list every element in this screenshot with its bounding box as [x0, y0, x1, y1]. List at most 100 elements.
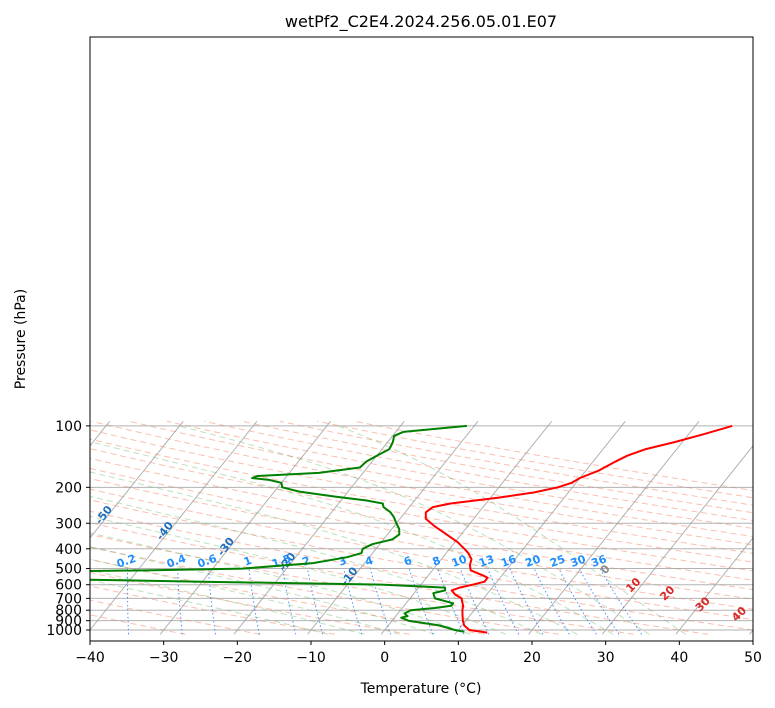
mixing-ratio-line	[126, 568, 130, 635]
temperature-profile-line	[424, 424, 733, 634]
dry-adiabat	[90, 478, 753, 600]
isotherm	[90, 421, 184, 539]
moist-adiabat	[90, 558, 400, 635]
dewpoint-profile-line	[90, 424, 467, 633]
mixing-ratio-line	[177, 568, 183, 635]
x-tick-label: 0	[380, 650, 389, 666]
dry-adiabat	[166, 420, 753, 529]
mixing-ratio-label: 0.6	[196, 552, 219, 571]
mixing-ratio-line	[248, 568, 260, 635]
dry-adiabat	[354, 420, 753, 491]
mixing-ratio-label: 36	[589, 552, 608, 570]
mixing-ratio-lines	[126, 568, 643, 635]
mixing-ratio-label: 20	[524, 552, 543, 570]
mixing-ratio-line	[509, 568, 544, 635]
plot-frame	[89, 36, 754, 642]
moist-adiabat	[90, 546, 436, 635]
dry-adiabat	[90, 499, 753, 620]
moist-adiabat	[178, 425, 650, 635]
mixing-ratio-line	[437, 568, 465, 635]
dry-adiabat	[90, 457, 753, 581]
mixing-ratio-label: 6	[402, 554, 414, 569]
isotherm	[0, 421, 36, 634]
moist-adiabat	[90, 471, 578, 635]
y-tick-label: 500	[55, 562, 82, 578]
mixing-ratio-line	[487, 568, 520, 635]
y-tick-label: 400	[55, 542, 82, 558]
y-axis-title: Pressure (hPa)	[13, 289, 29, 389]
mixing-ratio-label: 25	[548, 553, 567, 570]
mixing-ratio-line	[369, 568, 392, 635]
isotherm	[528, 421, 700, 635]
x-tick-label: −30	[149, 650, 179, 666]
dry-adiabat	[204, 420, 753, 522]
mixing-ratio-label: 0.2	[115, 552, 138, 571]
moist-adiabat	[90, 515, 507, 635]
mixing-ratio-label: 30	[569, 552, 588, 570]
moist-adiabat	[90, 495, 542, 635]
dry-adiabat	[90, 448, 753, 572]
plot-background: -100-90-80-70-60-50-40-30-20-100.10.20.4…	[0, 420, 753, 635]
y-tick-label: 600	[55, 578, 82, 594]
dry-adiabat	[90, 510, 753, 631]
y-tick-label: 200	[55, 480, 82, 496]
dry-adiabat	[90, 585, 335, 635]
dry-adiabat	[90, 438, 753, 563]
mixing-ratio-label: 3	[337, 554, 349, 569]
y-tick-label: 900	[55, 614, 82, 630]
dry-adiabat	[90, 429, 753, 554]
moist-adiabat	[90, 532, 471, 635]
sounding-profiles	[90, 424, 733, 634]
mixing-ratio-line	[282, 568, 297, 635]
mixing-ratio-line	[408, 568, 434, 635]
mixing-ratio-label: 16	[499, 552, 518, 570]
x-tick-label: 30	[597, 650, 615, 666]
y-tick-label: 1000	[46, 623, 82, 639]
x-tick-label: 40	[670, 650, 688, 666]
mixing-ratio-label: 10	[450, 552, 469, 570]
moist-adiabat	[337, 425, 686, 635]
x-tick-label: 20	[523, 650, 541, 666]
x-tick-label: 50	[744, 650, 762, 666]
x-tick-label: 10	[449, 650, 467, 666]
chart-title: wetPf2_C2E4.2024.256.05.01.E07	[285, 12, 557, 32]
dry-adiabat	[90, 614, 186, 635]
mixing-ratio-line	[599, 568, 643, 635]
isotherm-label: -40	[154, 519, 177, 543]
mixing-ratio-label: 8	[431, 554, 443, 569]
y-tick-label: 100	[55, 419, 82, 435]
x-axis-ticks: −40 −30 −20 −10 0 10 20 30 40 50	[75, 641, 762, 666]
dry-adiabats	[90, 420, 753, 635]
mixing-ratio-label: 0.4	[165, 552, 188, 571]
mixing-ratio-line	[578, 568, 620, 635]
x-axis-title: Temperature (°C)	[360, 681, 482, 697]
x-tick-label: −40	[75, 650, 105, 666]
isotherm	[454, 421, 626, 635]
dry-adiabat	[90, 488, 753, 610]
dry-adiabat	[90, 546, 559, 635]
isotherm-label: -60	[33, 485, 56, 509]
y-tick-label: 800	[55, 603, 82, 619]
dry-adiabat	[129, 420, 753, 538]
x-tick-label: −10	[296, 650, 326, 666]
wet-bulb-label: 20	[657, 583, 677, 603]
mixing-ratio-line	[533, 568, 570, 635]
mixing-ratio-label: 1	[242, 554, 254, 569]
mixing-ratio-line	[207, 568, 216, 635]
y-tick-label: 700	[55, 591, 82, 607]
dry-adiabat	[90, 522, 709, 635]
y-tick-label: 300	[55, 516, 82, 532]
dry-adiabat	[90, 534, 634, 635]
mixing-ratio-line	[459, 568, 490, 635]
isotherm	[675, 537, 753, 635]
mixing-ratio-label: 2	[300, 554, 312, 569]
dry-adiabat	[90, 571, 410, 635]
dry-adiabat	[90, 467, 753, 591]
moist-adiabat	[90, 579, 329, 635]
x-tick-label: −20	[223, 650, 253, 666]
isobar-gridlines	[90, 425, 753, 631]
mixing-ratio-label: 13	[477, 553, 496, 570]
mixing-ratio-label: 4	[363, 554, 375, 569]
